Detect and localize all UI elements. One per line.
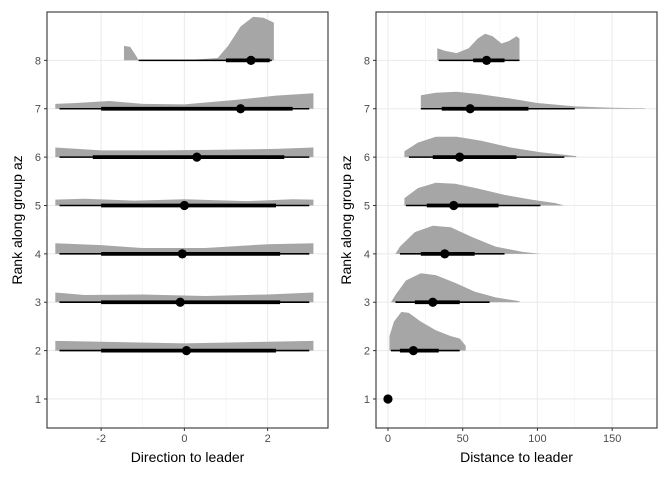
point-estimate-rank-3: [428, 297, 438, 307]
density-slab-rank-5: [404, 182, 565, 206]
y-tick-label: 7: [35, 104, 41, 116]
point-estimate-rank-6: [455, 152, 465, 162]
panel-border: [375, 11, 658, 429]
point-estimate-rank-5: [449, 200, 459, 211]
density-slab-rank-3: [390, 273, 520, 303]
y-tick-label: 2: [35, 346, 41, 358]
x-axis-title: Distance to leader: [460, 449, 573, 465]
x-axis-title: Direction to leader: [131, 449, 245, 465]
density-slab-rank-7: [420, 91, 646, 109]
x-tick-label: 0: [181, 433, 187, 445]
point-estimate-rank-2: [181, 346, 192, 356]
density-slab-rank-4: [395, 225, 541, 254]
point-estimate-rank-1: [383, 394, 393, 404]
density-slab-rank-2: [389, 311, 466, 351]
panel-background: [47, 12, 328, 428]
density-slab-rank-3: [55, 292, 314, 303]
y-tick-label: 6: [364, 152, 370, 164]
x-tick-label: 50: [457, 433, 469, 445]
density-slab-rank-4: [55, 243, 314, 254]
y-tick-label: 4: [35, 249, 41, 261]
panel-background: [376, 12, 657, 428]
y-tick-label: 2: [364, 346, 370, 358]
density-slab-rank-6: [404, 136, 577, 158]
point-estimate-rank-8: [246, 55, 256, 65]
point-estimate-rank-6: [192, 152, 202, 162]
x-tick-label: 0: [385, 433, 391, 445]
point-estimate-rank-5: [179, 200, 189, 211]
y-tick-label: 1: [364, 394, 370, 406]
panel-1: -2 0 2 1 2 3 4 5 6 7 8 Direction to leader Rank alon…: [9, 11, 329, 465]
y-tick-label: 4: [364, 249, 370, 261]
y-axis-title: Rank along group az: [338, 155, 354, 284]
panel-2: 0 50 100 150 1 2 3 4 5 6 7 8 Distance to leader Rank …: [338, 11, 658, 465]
point-estimate-rank-7: [465, 104, 475, 114]
density-slab-rank-8: [124, 16, 274, 61]
point-estimate-rank-4: [177, 249, 187, 259]
y-tick-label: 3: [364, 297, 370, 309]
x-tick-label: -2: [96, 433, 106, 445]
y-tick-label: 8: [364, 55, 370, 67]
density-slab-rank-7: [55, 93, 314, 109]
y-tick-label: 5: [364, 200, 370, 212]
y-tick-label: 8: [35, 55, 41, 67]
point-estimate-rank-2: [408, 346, 418, 356]
y-tick-label: 6: [35, 152, 41, 164]
x-tick-label: 2: [265, 433, 271, 445]
density-slab-rank-2: [55, 340, 314, 351]
density-slab-rank-6: [55, 147, 314, 158]
x-tick-label: 150: [603, 433, 621, 445]
point-estimate-rank-7: [235, 104, 246, 114]
y-tick-label: 7: [364, 104, 370, 116]
panel-border: [46, 11, 329, 429]
y-tick-label: 5: [35, 200, 41, 212]
point-estimate-rank-3: [175, 297, 185, 307]
x-tick-label: 100: [528, 433, 546, 445]
point-estimate-rank-4: [440, 249, 450, 259]
y-tick-label: 3: [35, 297, 41, 309]
y-tick-label: 1: [35, 394, 41, 406]
y-axis-title: Rank along group az: [9, 155, 25, 284]
point-estimate-rank-8: [482, 55, 492, 65]
density-slab-rank-8: [437, 33, 520, 61]
